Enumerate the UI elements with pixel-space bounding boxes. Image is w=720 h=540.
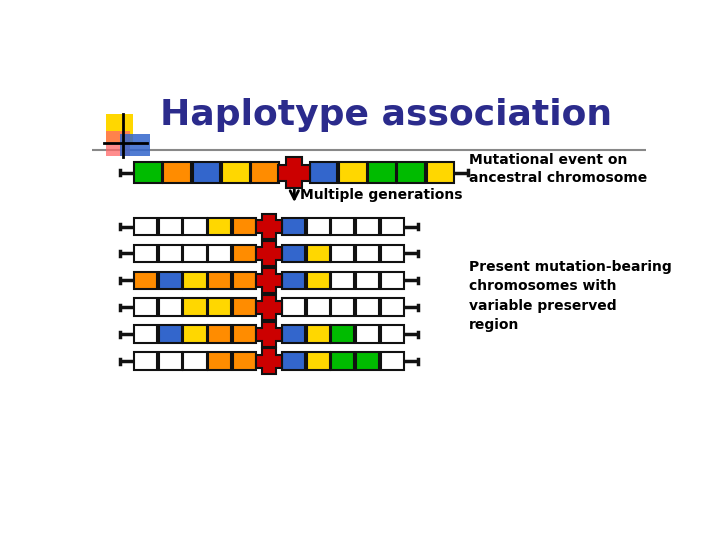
FancyBboxPatch shape bbox=[233, 326, 256, 343]
FancyBboxPatch shape bbox=[159, 218, 182, 235]
FancyBboxPatch shape bbox=[184, 353, 207, 370]
FancyBboxPatch shape bbox=[208, 272, 231, 289]
FancyBboxPatch shape bbox=[282, 245, 305, 262]
FancyBboxPatch shape bbox=[208, 245, 231, 262]
FancyBboxPatch shape bbox=[159, 353, 182, 370]
FancyBboxPatch shape bbox=[159, 245, 182, 262]
FancyBboxPatch shape bbox=[256, 247, 282, 260]
FancyBboxPatch shape bbox=[427, 162, 454, 184]
FancyBboxPatch shape bbox=[184, 245, 207, 262]
FancyBboxPatch shape bbox=[381, 245, 404, 262]
FancyBboxPatch shape bbox=[106, 131, 130, 156]
FancyBboxPatch shape bbox=[331, 272, 354, 289]
FancyBboxPatch shape bbox=[106, 114, 133, 142]
FancyBboxPatch shape bbox=[262, 241, 276, 266]
PathPatch shape bbox=[256, 348, 282, 374]
FancyBboxPatch shape bbox=[193, 162, 220, 184]
FancyBboxPatch shape bbox=[368, 162, 396, 184]
FancyBboxPatch shape bbox=[184, 218, 207, 235]
Text: Multiple generations: Multiple generations bbox=[300, 188, 463, 202]
FancyBboxPatch shape bbox=[307, 299, 330, 316]
FancyBboxPatch shape bbox=[134, 245, 157, 262]
FancyBboxPatch shape bbox=[307, 218, 330, 235]
FancyBboxPatch shape bbox=[331, 353, 354, 370]
FancyBboxPatch shape bbox=[208, 326, 231, 343]
FancyBboxPatch shape bbox=[163, 162, 191, 184]
FancyBboxPatch shape bbox=[233, 272, 256, 289]
FancyBboxPatch shape bbox=[262, 268, 276, 293]
FancyBboxPatch shape bbox=[233, 299, 256, 316]
FancyBboxPatch shape bbox=[397, 162, 426, 184]
FancyBboxPatch shape bbox=[356, 299, 379, 316]
FancyBboxPatch shape bbox=[307, 353, 330, 370]
FancyBboxPatch shape bbox=[282, 326, 305, 343]
FancyBboxPatch shape bbox=[134, 353, 157, 370]
FancyBboxPatch shape bbox=[134, 272, 157, 289]
PathPatch shape bbox=[256, 268, 282, 293]
FancyBboxPatch shape bbox=[159, 299, 182, 316]
FancyBboxPatch shape bbox=[339, 162, 366, 184]
FancyBboxPatch shape bbox=[356, 326, 379, 343]
FancyBboxPatch shape bbox=[381, 299, 404, 316]
Text: Haplotype association: Haplotype association bbox=[160, 98, 612, 132]
FancyBboxPatch shape bbox=[381, 326, 404, 343]
FancyBboxPatch shape bbox=[331, 326, 354, 343]
FancyBboxPatch shape bbox=[134, 218, 157, 235]
FancyBboxPatch shape bbox=[282, 353, 305, 370]
FancyBboxPatch shape bbox=[310, 162, 338, 184]
FancyBboxPatch shape bbox=[381, 272, 404, 289]
FancyBboxPatch shape bbox=[356, 353, 379, 370]
FancyBboxPatch shape bbox=[233, 353, 256, 370]
FancyBboxPatch shape bbox=[184, 326, 207, 343]
FancyBboxPatch shape bbox=[287, 157, 302, 188]
FancyBboxPatch shape bbox=[282, 218, 305, 235]
FancyBboxPatch shape bbox=[282, 272, 305, 289]
FancyBboxPatch shape bbox=[356, 245, 379, 262]
FancyBboxPatch shape bbox=[222, 162, 250, 184]
FancyBboxPatch shape bbox=[381, 353, 404, 370]
FancyBboxPatch shape bbox=[208, 299, 231, 316]
FancyBboxPatch shape bbox=[356, 218, 379, 235]
FancyBboxPatch shape bbox=[233, 218, 256, 235]
FancyBboxPatch shape bbox=[134, 299, 157, 316]
PathPatch shape bbox=[256, 321, 282, 347]
FancyBboxPatch shape bbox=[134, 162, 162, 184]
FancyBboxPatch shape bbox=[208, 218, 231, 235]
FancyBboxPatch shape bbox=[307, 272, 330, 289]
FancyBboxPatch shape bbox=[134, 326, 157, 343]
PathPatch shape bbox=[256, 295, 282, 320]
FancyBboxPatch shape bbox=[159, 326, 182, 343]
FancyBboxPatch shape bbox=[331, 218, 354, 235]
PathPatch shape bbox=[256, 214, 282, 239]
Text: Present mutation-bearing
chromosomes with
variable preserved
region: Present mutation-bearing chromosomes wit… bbox=[469, 260, 672, 332]
FancyBboxPatch shape bbox=[256, 355, 282, 368]
FancyBboxPatch shape bbox=[184, 299, 207, 316]
FancyBboxPatch shape bbox=[184, 272, 207, 289]
FancyBboxPatch shape bbox=[262, 214, 276, 239]
PathPatch shape bbox=[278, 157, 310, 188]
FancyBboxPatch shape bbox=[120, 134, 150, 156]
FancyBboxPatch shape bbox=[331, 245, 354, 262]
FancyBboxPatch shape bbox=[256, 301, 282, 314]
FancyBboxPatch shape bbox=[251, 162, 279, 184]
FancyBboxPatch shape bbox=[256, 328, 282, 341]
FancyBboxPatch shape bbox=[307, 245, 330, 262]
FancyBboxPatch shape bbox=[262, 295, 276, 320]
Text: Mutational event on
ancestral chromosome: Mutational event on ancestral chromosome bbox=[469, 152, 647, 185]
FancyBboxPatch shape bbox=[262, 348, 276, 374]
FancyBboxPatch shape bbox=[233, 245, 256, 262]
FancyBboxPatch shape bbox=[356, 272, 379, 289]
FancyBboxPatch shape bbox=[381, 218, 404, 235]
PathPatch shape bbox=[256, 241, 282, 266]
FancyBboxPatch shape bbox=[282, 299, 305, 316]
FancyBboxPatch shape bbox=[307, 326, 330, 343]
FancyBboxPatch shape bbox=[278, 165, 310, 181]
FancyBboxPatch shape bbox=[256, 220, 282, 233]
FancyBboxPatch shape bbox=[262, 321, 276, 347]
FancyBboxPatch shape bbox=[159, 272, 182, 289]
FancyBboxPatch shape bbox=[208, 353, 231, 370]
FancyBboxPatch shape bbox=[256, 274, 282, 287]
FancyBboxPatch shape bbox=[331, 299, 354, 316]
